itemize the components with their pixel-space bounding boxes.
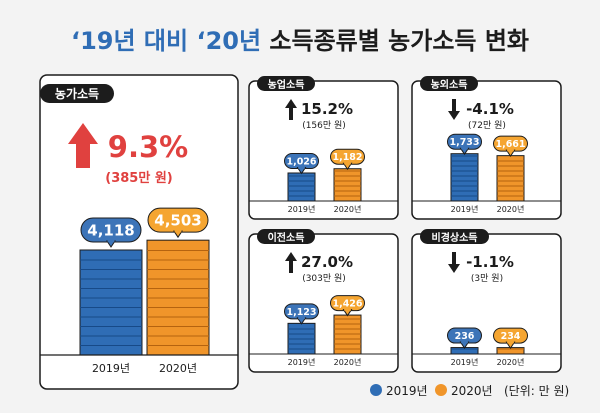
data-label: 236 <box>455 331 475 342</box>
value-badge: 1,733 <box>447 133 482 156</box>
bar-2019년 <box>79 249 143 356</box>
card-pill <box>40 84 114 103</box>
x-tick-2020: 2020년 <box>334 204 362 214</box>
data-label: 1,661 <box>495 139 525 150</box>
card-title: 이전소득 <box>268 231 305 244</box>
card-1: 농업소득 15.2% (156만 원) 1,026 1,182 2019년 2020년 <box>248 76 399 220</box>
value-badge: 1,182 <box>330 148 365 171</box>
x-tick-2019: 2019년 <box>451 204 479 214</box>
card-4: 비경상소득 -1.1% (3만 원) 236 234 2019년 2020년 <box>411 229 562 373</box>
data-label: 234 <box>501 331 521 342</box>
bar-2020년 <box>333 168 362 202</box>
data-label: 4,118 <box>87 221 134 239</box>
title-part-year: ‘19년 대비 ‘20년 <box>71 27 269 55</box>
card-title: 비경상소득 <box>432 231 478 244</box>
card-total-income: 농가소득 9.3% (385만 원) 4,118 4,503 2019년 2020… <box>39 74 239 390</box>
bar-2020년 <box>496 155 525 202</box>
x-tick-2020: 2020년 <box>334 357 362 367</box>
card-title: 농외소득 <box>431 79 468 91</box>
card-3: 이전소득 27.0% (303만 원) 1,123 1,426 2019년 2020년 <box>248 229 399 373</box>
card-title: 농가소득 <box>55 86 99 101</box>
card-2: 농외소득 -4.1% (72만 원) 1,733 1,661 2019년 2020년 <box>411 76 562 220</box>
value-badge: 1,123 <box>284 303 319 325</box>
change-percent: 9.3% <box>108 130 188 164</box>
bar-2019년 <box>287 172 316 202</box>
arrow-down-icon <box>448 99 460 120</box>
legend: 2019년 2020년 (단위: 만 원) <box>370 384 569 398</box>
value-badge: 1,026 <box>284 152 319 175</box>
data-label: 1,426 <box>332 298 362 309</box>
value-badge: 4,503 <box>147 207 209 239</box>
legend-label-2020: 2020년 <box>451 384 493 398</box>
arrow-down-icon <box>448 252 460 273</box>
x-tick-2019: 2019년 <box>288 204 316 214</box>
x-tick-2019: 2019년 <box>288 357 316 367</box>
legend-swatch-2019 <box>370 384 382 396</box>
x-tick-2020: 2020년 <box>497 204 525 214</box>
change-percent: 15.2% <box>301 100 353 118</box>
change-amount: (3만 원) <box>471 273 503 284</box>
x-tick-2019: 2019년 <box>92 362 130 375</box>
data-label: 1,733 <box>449 137 479 148</box>
data-label: 1,182 <box>332 152 362 163</box>
bar-group: 4,118 4,503 <box>79 207 210 356</box>
change-percent: -1.1% <box>466 253 514 271</box>
x-tick-2020: 2020년 <box>497 357 525 367</box>
value-badge: 236 <box>447 327 482 349</box>
x-tick-2020: 2020년 <box>159 362 197 375</box>
change-percent: 27.0% <box>301 253 353 271</box>
arrow-up-icon <box>285 252 297 273</box>
value-badge: 1,426 <box>330 295 365 317</box>
change-amount: (303만 원) <box>302 273 346 284</box>
data-label: 1,123 <box>286 307 316 318</box>
title-part-subject: 소득종류별 농가소득 변화 <box>269 27 529 55</box>
bar-2020년 <box>146 239 210 356</box>
card-title: 농업소득 <box>268 78 305 91</box>
value-badge: 4,118 <box>80 217 142 248</box>
change-amount: (385만 원) <box>105 170 172 186</box>
bar-2019년 <box>287 322 316 355</box>
value-badge: 234 <box>493 327 528 350</box>
legend-label-2019: 2019년 <box>386 384 428 398</box>
arrow-up-icon <box>285 99 297 120</box>
legend-swatch-2020 <box>435 384 447 396</box>
x-tick-2019: 2019년 <box>451 357 479 367</box>
value-badge: 1,661 <box>493 135 528 158</box>
page-title: ‘19년 대비 ‘20년 소득종류별 농가소득 변화 <box>71 27 529 55</box>
legend-unit: (단위: 만 원) <box>504 384 569 398</box>
bar-2019년 <box>450 153 479 202</box>
change-amount: (156만 원) <box>302 120 346 131</box>
bar-2020년 <box>333 314 362 355</box>
change-percent: -4.1% <box>466 100 514 118</box>
data-label: 4,503 <box>154 212 201 230</box>
change-amount: (72만 원) <box>468 120 506 131</box>
trend-up-icon <box>68 123 98 168</box>
data-label: 1,026 <box>286 156 316 167</box>
